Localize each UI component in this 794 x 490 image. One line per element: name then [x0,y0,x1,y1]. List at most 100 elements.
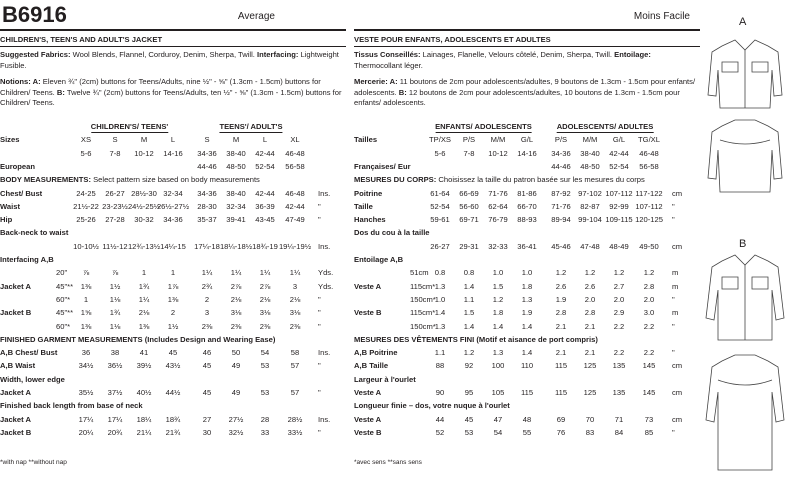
rule [354,29,700,31]
unit: " [672,321,675,331]
cell: 1 [170,268,176,278]
cell: 34½ [78,361,94,371]
cell: 54 [493,427,503,437]
cell: 44-46 [197,161,217,171]
cell: 39½ [136,361,152,371]
text-run: Interfacing A,B [0,255,54,264]
text-run: MESURES DES VÊTEMENTS FINI (Motif et ais… [354,334,598,344]
cell: 115 [554,388,568,397]
figure-label: A [739,16,747,28]
text-run: BODY MEASUREMENTS: [0,175,91,185]
row-label: Taille [354,201,373,211]
cell: 36-41 [517,241,537,251]
cell: 2.7 [613,281,625,291]
cell: 58 [290,348,300,358]
cell: 3 [204,308,210,318]
cell: 120-125 [635,215,663,225]
cell: 21½-22 [73,201,99,211]
text-run: Largeur à l'ourlet [354,374,416,384]
text-run: Entoilage: [614,50,651,59]
cell: 1½ [167,321,179,331]
text-run: Tissus Conseillés: [354,50,421,59]
cell: 53 [260,388,270,397]
cell: 28½ [287,414,303,424]
unit: " [672,294,675,304]
cell: 1½ [109,281,121,291]
cell: 34-36 [163,215,183,225]
cell: 55 [522,427,532,437]
cell: 59-61 [430,215,450,225]
text-run: Wool Blends, Flannel, Corduroy, Denim, S… [70,50,258,59]
fabric-width: 45"** [56,308,74,318]
table-heading: FINISHED GARMENT MEASUREMENTS (Includes … [0,335,275,345]
unit: " [318,294,321,304]
cell: TP/XS [429,135,451,145]
cell: 21¾ [165,427,181,437]
unit: cm [672,388,683,397]
cell: 19¼-19½ [278,241,312,251]
cell: XS [80,135,92,145]
cell: 40½ [136,388,152,397]
cell: S [204,135,210,145]
cell: 1.0 [492,268,504,278]
cell: 46-48 [285,148,305,158]
row-label: Veste A [354,414,382,424]
jacket-b-front [705,254,785,341]
cell: 14¼-15 [160,241,186,251]
cell: 12¾-13½ [127,241,161,251]
cell: 1.3 [434,321,446,331]
cell: 107-112 [605,188,633,198]
cell: 95 [464,388,474,397]
unit: " [318,308,321,318]
cell: 38-40 [226,188,246,198]
row-label: Hip [0,215,13,225]
cell: 99-104 [578,215,602,225]
cell: 1.5 [463,308,475,318]
unit: m [672,308,679,318]
cell: 32½ [228,427,244,437]
cell: 49 [231,388,241,397]
text-run: B: [56,87,65,97]
cell: 34-36 [197,148,217,158]
cell: 10-12 [488,148,508,158]
fabric-width: 51cm [410,268,429,278]
cell: 52 [435,427,445,437]
text-run: Longueur finie – dos, votre nuque à l'ou… [354,401,510,411]
cell: 2.2 [643,321,655,331]
cell: 1.5 [492,281,504,291]
cell: 82-87 [580,201,600,211]
cell: P/S [462,135,476,145]
cell: 17¼-18 [194,241,220,251]
cell: 33½ [287,427,303,437]
text-run: Eleven ¾" (2cm) buttons for Teens/Adults… [0,77,321,97]
cell: 145 [642,361,656,371]
table-heading: BODY MEASUREMENTS: Select pattern size b… [0,175,260,185]
cell: 115 [554,361,568,371]
cell: 42-44 [609,148,629,158]
cell: 100 [491,361,505,371]
cell: 1⅛ [109,321,121,331]
unit: " [672,215,675,225]
cell: 1⅛ [109,294,121,304]
text-run: Select pattern size based on body measur… [91,175,260,185]
cell: G/L [612,135,626,145]
text-run: Notions: A: [0,77,41,86]
cell: 2⅜ [201,321,213,331]
cell: 10-12 [134,148,154,158]
cell: 69-71 [459,215,479,225]
cell: 105 [491,388,505,397]
cell: 18¼-18½ [219,241,253,251]
cell: 46-48 [639,148,659,158]
table-heading: Largeur à l'ourlet [354,375,416,385]
cell: 1.2 [492,294,504,304]
cell: 2⅞ [230,281,242,291]
text-run: Dos du cou à la taille [354,228,430,238]
cell: 48-50 [226,161,246,171]
text-run: Back-neck to waist [0,228,69,238]
cell: 38 [110,348,120,358]
cell: 36-39 [255,201,275,211]
row-label: Jacket A [0,414,31,424]
cell: 1.9 [555,294,567,304]
unit: m [672,281,679,291]
cell: 27-28 [105,215,125,225]
